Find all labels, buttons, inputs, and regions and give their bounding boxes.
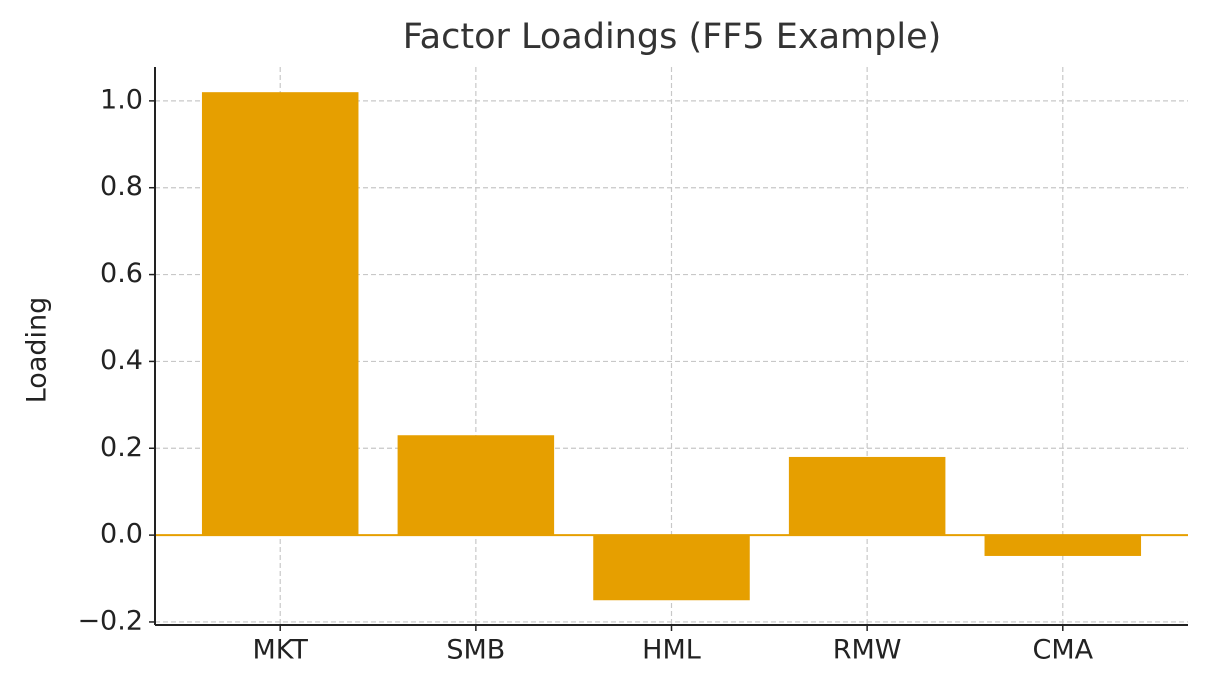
- x-tick-label: MKT: [253, 635, 309, 666]
- y-tick-label: 1.0: [100, 84, 143, 115]
- x-tick-label: HML: [642, 635, 701, 666]
- y-tick-label: 0.0: [100, 519, 143, 550]
- bar: [397, 435, 555, 536]
- y-tick-label: 0.4: [100, 345, 143, 376]
- x-tick-label: SMB: [446, 635, 505, 666]
- x-tick-label: CMA: [1032, 635, 1093, 666]
- y-axis-label: Loading: [22, 297, 53, 404]
- y-tick-label: −0.2: [77, 605, 143, 636]
- y-tick-label: 0.2: [100, 432, 143, 463]
- bar: [593, 535, 750, 601]
- bar: [984, 535, 1142, 556]
- y-tick-label: 0.6: [100, 258, 143, 289]
- bar: [201, 92, 359, 536]
- chart-title: Factor Loadings (FF5 Example): [403, 17, 942, 57]
- y-tick-label: 0.8: [100, 171, 143, 202]
- bar: [788, 456, 946, 536]
- x-tick-label: RMW: [833, 635, 902, 666]
